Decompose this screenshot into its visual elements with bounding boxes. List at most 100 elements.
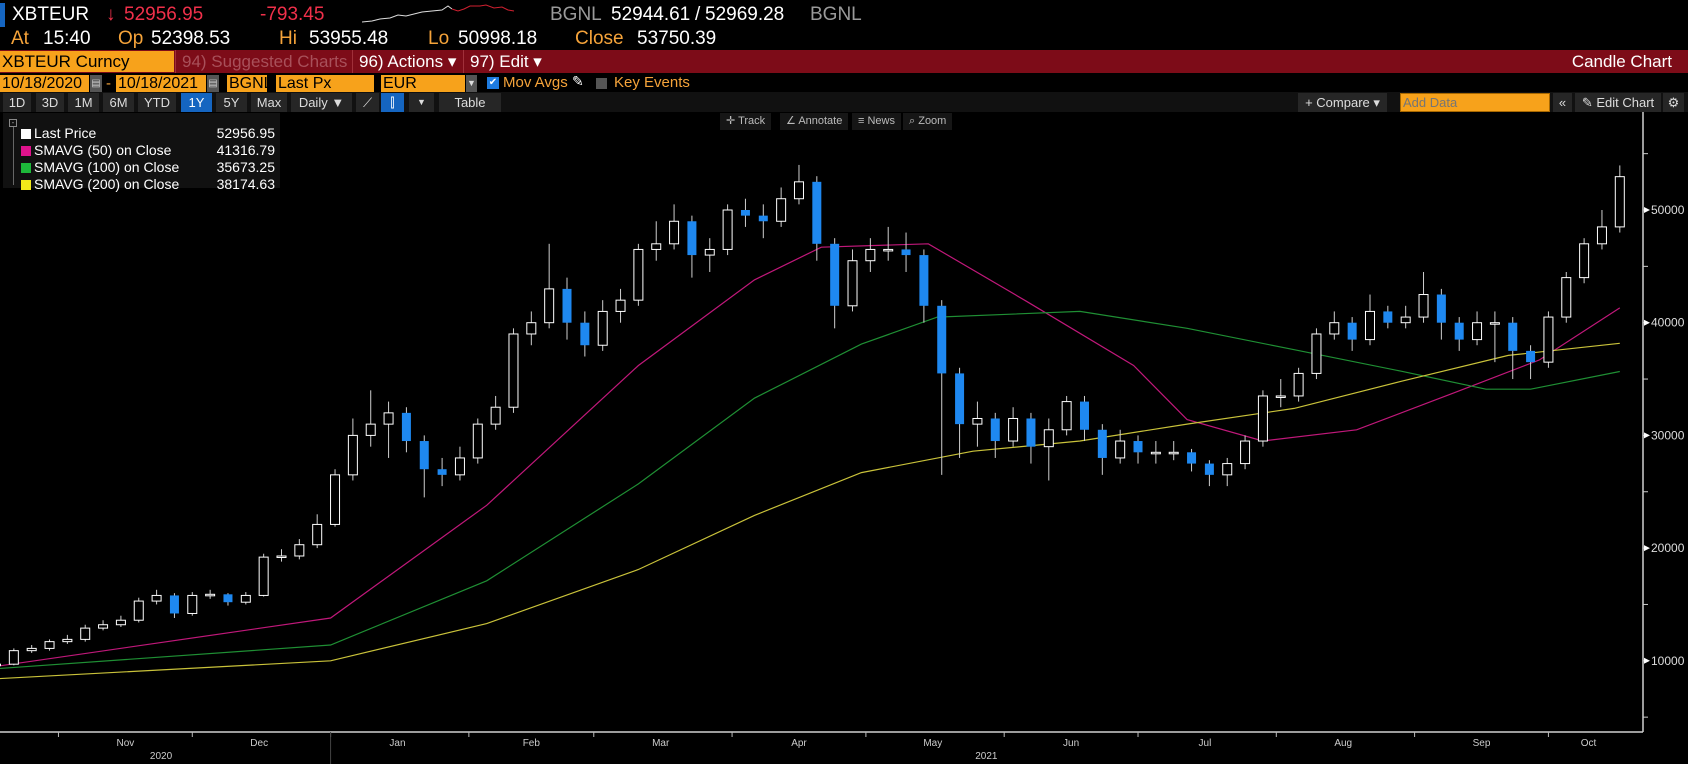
candle-body-up xyxy=(1257,395,1268,442)
candle-body-down xyxy=(1526,350,1536,363)
legend-value: 38174.63 xyxy=(216,176,275,192)
track-tool[interactable]: ✛ Track xyxy=(720,113,772,130)
compare-button[interactable]: + Compare ▾ xyxy=(1298,93,1387,112)
annotate-tool[interactable]: ∠ Annotate xyxy=(780,113,849,130)
y-tick-label: 50000 xyxy=(1651,203,1685,217)
candle-body-up xyxy=(793,181,804,200)
candle xyxy=(955,367,965,458)
candle-body-up xyxy=(80,627,91,640)
candle-body-up xyxy=(544,288,555,324)
currency-select[interactable]: EUR xyxy=(381,75,465,92)
period-max[interactable]: Max xyxy=(251,93,287,112)
candle xyxy=(1222,457,1233,487)
candle xyxy=(454,446,465,481)
candle-body-up xyxy=(1489,322,1500,325)
candle xyxy=(1489,311,1500,363)
candle xyxy=(1561,271,1572,323)
candle-body-up xyxy=(1614,176,1625,228)
candle xyxy=(1418,271,1429,323)
settings-gear-icon[interactable]: ⚙ xyxy=(1663,93,1684,112)
legend-swatch xyxy=(21,146,31,156)
period-5y[interactable]: 5Y xyxy=(216,93,247,112)
candle xyxy=(1579,238,1590,284)
candle-body-up xyxy=(490,406,501,425)
candle xyxy=(472,418,483,464)
edit-chart-button[interactable]: ✎ Edit Chart xyxy=(1575,93,1661,112)
mov-avgs-checkbox[interactable]: ✔ xyxy=(487,77,499,89)
candle-body-up xyxy=(1008,417,1019,442)
legend-item-sma50[interactable]: SMAVG (50) on Close 41316.79 xyxy=(3,142,280,159)
date-dash: - xyxy=(106,75,111,92)
news-tool[interactable]: ≡ News xyxy=(852,113,901,130)
calendar-icon[interactable]: ▤ xyxy=(90,75,102,92)
candle-body-up xyxy=(312,523,323,546)
legend-item-last-price[interactable]: Last Price 52956.95 xyxy=(3,125,280,142)
open-label: Op xyxy=(118,28,144,49)
period-1y[interactable]: 1Y xyxy=(181,93,212,112)
period-ytd[interactable]: YTD xyxy=(138,93,176,112)
y-tick-label: 10000 xyxy=(1651,654,1685,668)
chart-legend: - Last Price 52956.95 SMAVG (50) on Close… xyxy=(3,113,280,192)
source-input[interactable]: BGNL xyxy=(227,75,273,92)
suggested-charts-button[interactable]: 94) Suggested Charts xyxy=(175,50,351,73)
start-date-input[interactable]: 10/18/2020 xyxy=(0,75,89,92)
candle xyxy=(383,401,394,458)
key-events-checkbox[interactable] xyxy=(596,78,607,89)
candle-body-up xyxy=(1579,243,1590,279)
candle-body-up xyxy=(8,650,19,665)
candle-body-down xyxy=(1436,294,1446,323)
candle xyxy=(80,624,91,642)
candle-body-down xyxy=(1026,418,1036,447)
candle xyxy=(883,226,894,261)
security-input[interactable]: XBTEUR Curncy xyxy=(0,51,174,72)
period-1d[interactable]: 1D xyxy=(3,93,31,112)
candle-body-up xyxy=(597,310,608,346)
line-chart-icon[interactable]: ⟋ xyxy=(356,93,379,112)
x-tick-label: Aug xyxy=(1334,738,1352,749)
candle-body-up xyxy=(526,322,537,335)
legend-item-sma100[interactable]: SMAVG (100) on Close 35673.25 xyxy=(3,159,280,176)
chevron-down-icon[interactable]: ▼ xyxy=(466,75,477,92)
low-label: Lo xyxy=(428,28,450,49)
calendar-icon[interactable]: ▤ xyxy=(207,75,219,92)
collapse-button[interactable]: « xyxy=(1553,93,1572,112)
candle xyxy=(1008,407,1019,447)
period-1m[interactable]: 1M xyxy=(68,93,99,112)
pencil-icon: ✎ xyxy=(1581,95,1597,110)
sma-line-0 xyxy=(0,243,1621,667)
chart-type-dropdown-icon[interactable]: ▼ xyxy=(409,93,434,112)
actions-menu[interactable]: 96) Actions ▾ xyxy=(352,50,462,73)
candle-body-up xyxy=(151,594,162,602)
candle xyxy=(1115,429,1126,464)
end-date-input[interactable]: 10/18/2021 xyxy=(116,75,206,92)
ticker-marker xyxy=(0,3,5,27)
candle-body-up xyxy=(1329,322,1340,335)
table-button[interactable]: Table xyxy=(439,93,501,112)
add-data-input[interactable] xyxy=(1400,93,1550,112)
period-6m[interactable]: 6M xyxy=(103,93,134,112)
crosshair-icon: ✛ xyxy=(726,115,739,127)
period-3d[interactable]: 3D xyxy=(36,93,64,112)
candle-body-up xyxy=(615,299,626,312)
candle-body-down xyxy=(437,469,447,475)
edit-menu[interactable]: 97) Edit ▾ xyxy=(463,50,545,73)
candle-chart-icon[interactable]: ⫿ xyxy=(381,93,404,112)
zoom-tool[interactable]: ⌕ Zoom xyxy=(903,113,953,130)
y-tick-marker xyxy=(1644,432,1650,439)
candle-body-down xyxy=(740,210,750,216)
collapse-legend-icon[interactable]: - xyxy=(9,119,17,127)
frequency-select[interactable]: Daily ▼ xyxy=(291,93,352,112)
candle xyxy=(1329,311,1340,340)
candle-body-down xyxy=(1133,441,1143,453)
field-input[interactable]: Last Px xyxy=(276,75,374,92)
candle xyxy=(133,597,144,623)
legend-item-sma200[interactable]: SMAVG (200) on Close 38174.63 xyxy=(3,176,280,193)
candle-body-up xyxy=(1596,226,1607,245)
candle xyxy=(437,457,447,487)
chart-type-title: Candle Chart xyxy=(1571,52,1672,71)
pencil-icon[interactable]: ✎ xyxy=(572,73,584,89)
candle-chart[interactable]: 10000 20000 30000 40000 50000 Nov Dec Jan Feb Mar… xyxy=(0,112,1688,764)
candle xyxy=(937,300,947,475)
legend-value: 35673.25 xyxy=(216,159,275,175)
legend-label: SMAVG (50) on Close xyxy=(34,142,172,158)
